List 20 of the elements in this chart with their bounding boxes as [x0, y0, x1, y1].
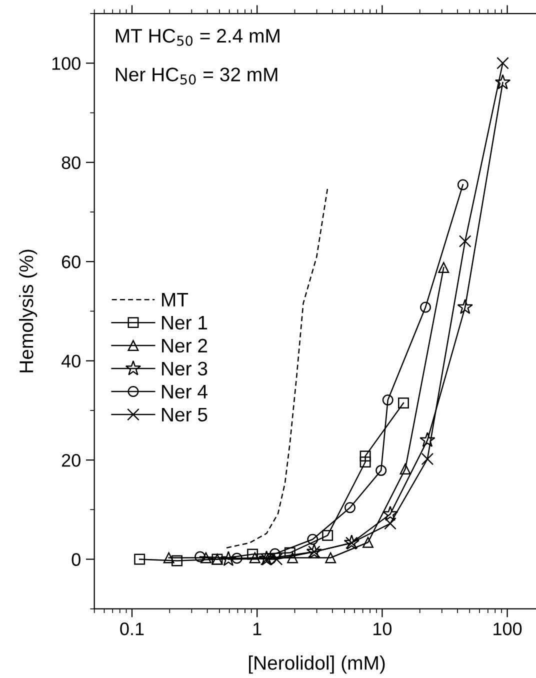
legend-label: Ner 2	[162, 338, 208, 353]
y-tick-label: 80	[62, 156, 80, 170]
annotation: Ner HC$_{50}$ = 32 mM	[116, 68, 278, 85]
x-tick-label: 0.1	[120, 622, 144, 636]
x-axis-title: [Nerolidol] (mM)	[249, 656, 385, 674]
y-tick-label: 100	[52, 57, 80, 70]
legend-label: Ner 3	[162, 362, 208, 376]
y-axis-title: Hemolysis (%)	[19, 250, 38, 372]
y-tick-label: 0	[72, 553, 80, 566]
y-tick-label: 60	[62, 256, 80, 268]
x-tick-label: 10	[374, 622, 392, 636]
legend-label: Ner 1	[162, 316, 208, 330]
x-tick-label: 100	[494, 622, 522, 636]
legend-label: Ner 5	[162, 408, 208, 422]
annotation: MT HC$_{50}$ = 2.4 mM	[116, 28, 280, 46]
legend-label: Ner 4	[162, 384, 208, 399]
x-tick-label: 1	[253, 622, 262, 636]
y-tick-label: 20	[62, 454, 80, 467]
y-tick-label: 40	[61, 354, 80, 368]
legend-label: MT	[162, 293, 188, 306]
